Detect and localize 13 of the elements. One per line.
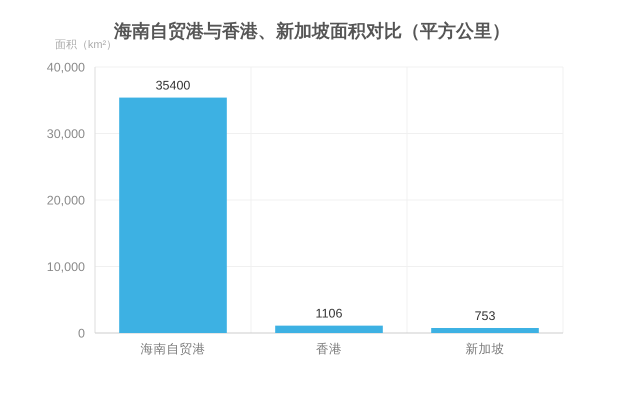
ylabel: 面积（km²） <box>54 39 118 51</box>
data-label: 753 <box>474 309 496 323</box>
ytick: 10,000 <box>46 260 85 274</box>
data-label: 1106 <box>316 306 342 321</box>
ytick: 0 <box>78 326 85 340</box>
xtick: 香港 <box>316 342 342 356</box>
xtick: 新加坡 <box>466 342 504 356</box>
ytick: 30,000 <box>46 127 85 141</box>
data-label: 35400 <box>156 78 190 93</box>
ytick: 40,000 <box>46 60 85 74</box>
xtick: 海南自贸港 <box>140 342 206 356</box>
title: 海南自贸港与香港、新加坡面积对比（平方公里） <box>114 21 510 41</box>
ytick: 20,000 <box>46 194 85 208</box>
